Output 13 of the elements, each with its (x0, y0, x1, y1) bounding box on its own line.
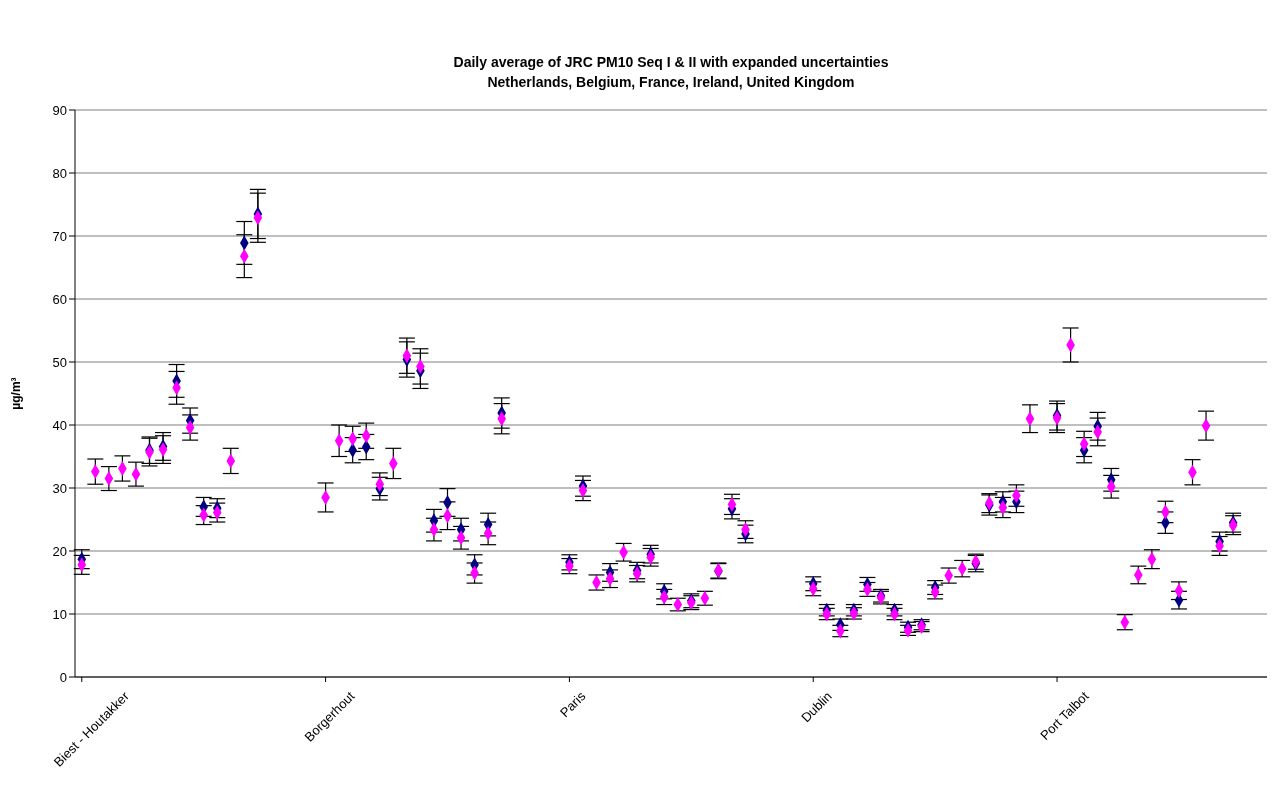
y-tick-label: 30 (52, 480, 67, 496)
y-tick-label: 40 (52, 417, 67, 433)
y-tick-label: 60 (52, 291, 67, 307)
chart-subtitle: Netherlands, Belgium, France, Ireland, United Kingdom (486, 73, 856, 92)
y-tick-label: 50 (52, 354, 67, 370)
y-tick-label: 80 (52, 165, 67, 181)
y-tick-label: 10 (52, 606, 67, 622)
chart-title: Daily average of JRC PM10 Seq I & II with expanded uncertainties (452, 53, 890, 72)
y-axis-title: µg/m³ (9, 377, 24, 410)
y-tick-label: 20 (52, 543, 67, 559)
y-tick-label: 0 (59, 669, 67, 685)
y-tick-label: 90 (52, 102, 67, 118)
y-tick-label: 70 (52, 228, 67, 244)
